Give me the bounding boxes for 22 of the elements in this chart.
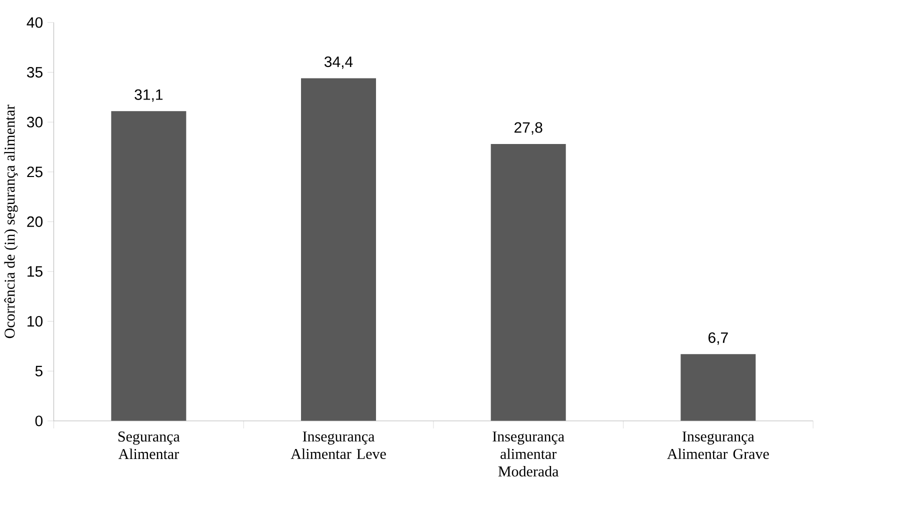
y-tick-label: 25 — [27, 166, 42, 178]
y-tick-label: 5 — [35, 366, 42, 377]
x-tick-label: Insegurança Alimentar Leve — [290, 432, 386, 460]
data-label: 27,8 — [514, 122, 542, 135]
bar — [301, 78, 376, 422]
data-label: 31,1 — [134, 90, 163, 102]
y-tick-label: 0 — [35, 416, 43, 426]
x-tick-label: Insegurança Alimentar Grave — [667, 432, 769, 460]
x-tick-label: Segurança Alimentar — [118, 432, 180, 460]
y-tick-label: 35 — [27, 67, 42, 78]
bar — [490, 144, 566, 422]
y-tick-label: 20 — [27, 216, 43, 228]
data-label: 6,7 — [708, 332, 728, 345]
bar — [111, 111, 186, 422]
y-tick-label: 30 — [27, 117, 43, 128]
bar — [680, 354, 756, 422]
y-tick-label: 15 — [28, 266, 42, 277]
y-tick-label: 10 — [28, 316, 43, 327]
y-axis-title: Ocorrência de (in) segurança alimentar — [4, 105, 18, 338]
x-tick-label: Insegurança alimentar Moderada — [492, 432, 564, 477]
y-tick-label: 40 — [26, 17, 43, 28]
data-label: 34,4 — [324, 56, 353, 70]
